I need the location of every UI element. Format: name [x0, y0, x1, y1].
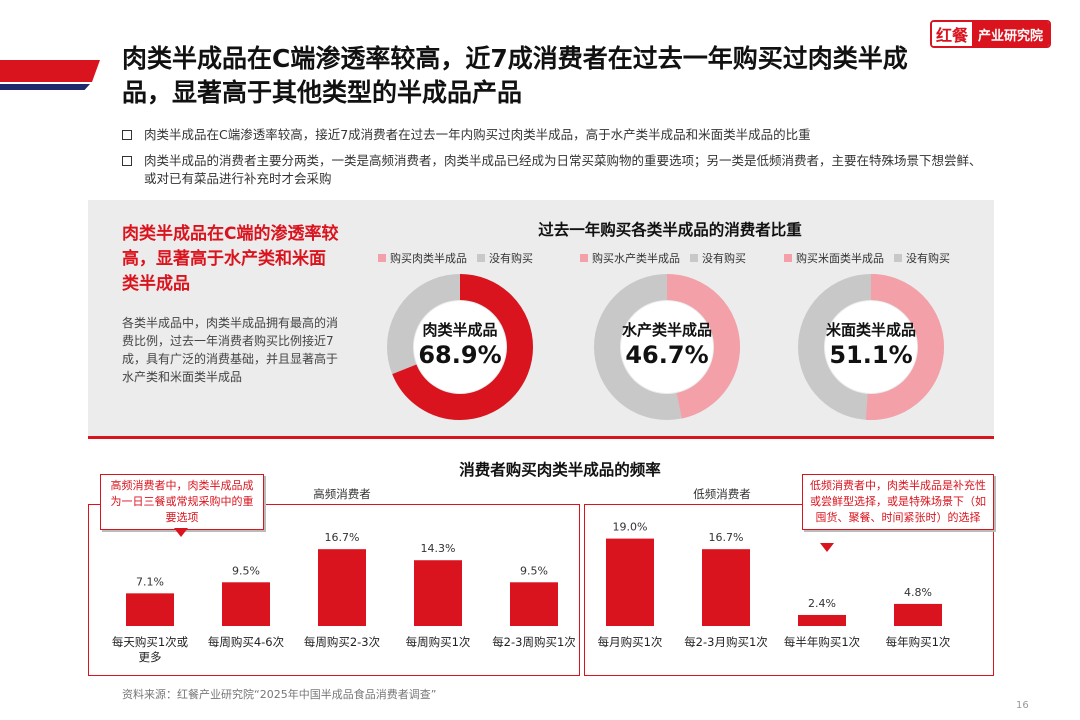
bar-value-label: 2.4%	[808, 597, 836, 610]
bar	[894, 603, 942, 626]
legend-swatch	[378, 254, 386, 262]
donut-value-slice	[387, 274, 533, 420]
callout-low: 低频消费者中，肉类半成品是补充性或尝鲜型选择，或是特殊场景下（如囤货、聚餐、时间…	[802, 474, 994, 530]
logo-text: 产业研究院	[972, 22, 1050, 46]
bar-category-label: 每2-3月购买1次	[684, 635, 768, 649]
donut-legend-meat: 购买肉类半成品 没有购买	[378, 250, 533, 266]
bar-value-label: 14.3%	[421, 542, 456, 555]
legend-swatch	[690, 254, 698, 262]
panel-description: 各类半成品中，肉类半成品拥有最高的消费比例，过去一年消费者购买比例接近7成，具有…	[122, 316, 339, 384]
donut-value-slice	[594, 274, 740, 420]
legend-label: 购买米面类半成品	[796, 252, 884, 265]
donut-hole	[414, 301, 506, 393]
bar	[798, 614, 846, 626]
bullet-item: 肉类半成品在C端渗透率较高，接近7成消费者在过去一年内购买过肉类半成品，高于水产…	[122, 126, 982, 144]
bar-category-label: 每月购买1次	[598, 635, 663, 649]
logo-mark: 红餐	[932, 22, 973, 46]
donut-category: 水产类半成品	[621, 321, 712, 339]
bar	[510, 582, 558, 626]
donut-value: 51.1%	[829, 341, 913, 369]
bar-value-label: 7.1%	[136, 575, 164, 588]
page-number: 16	[1016, 700, 1029, 711]
bar-chart-title: 消费者购买肉类半成品的频率	[459, 461, 661, 479]
group-label-high: 高频消费者	[313, 487, 371, 501]
legend-label: 购买肉类半成品	[390, 252, 467, 265]
brand-logo: 红餐 产业研究院	[930, 20, 1052, 48]
bar	[222, 582, 270, 626]
bar	[126, 593, 174, 626]
group-label-low: 低频消费者	[693, 487, 751, 501]
bar-category-label: 每2-3周购买1次	[492, 635, 576, 649]
donut-hole	[825, 301, 917, 393]
donut-category: 米面类半成品	[825, 321, 916, 339]
donut-legend-noodle: 购买米面类半成品 没有购买	[784, 250, 950, 266]
bar-value-label: 19.0%	[613, 521, 648, 534]
donut-hole	[621, 301, 713, 393]
donut-value-slice	[798, 274, 944, 420]
bullet-square-icon	[122, 130, 132, 140]
bar-category-label: 每周购买2-3次	[304, 635, 381, 649]
source-note: 资料来源：红餐产业研究院“2025年中国半成品食品消费者调查”	[122, 688, 437, 701]
group-frame-high	[88, 504, 580, 676]
bullet-list: 肉类半成品在C端渗透率较高，接近7成消费者在过去一年内购买过肉类半成品，高于水产…	[122, 126, 982, 196]
legend-label: 没有购买	[489, 252, 533, 265]
legend-label: 没有购买	[906, 252, 950, 265]
donut-chart-meat	[387, 274, 533, 420]
legend-swatch	[477, 254, 485, 262]
callout-arrow	[820, 543, 834, 552]
donut-legend-aquatic: 购买水产类半成品 没有购买	[580, 250, 746, 266]
donut-center-noodle: 米面类半成品 51.1%	[796, 320, 946, 370]
bullet-item: 肉类半成品的消费者主要分两类，一类是高频消费者，肉类半成品已经成为日常买菜购物的…	[122, 152, 982, 188]
donut-center-aquatic: 水产类半成品 46.7%	[592, 320, 742, 370]
donut-center-meat: 肉类半成品 68.9%	[385, 320, 535, 370]
legend-label: 购买水产类半成品	[592, 252, 680, 265]
bar-category-label: 每年购买1次	[886, 635, 951, 649]
bar-value-label: 16.7%	[709, 531, 744, 544]
panel-divider	[88, 436, 994, 439]
bar-value-label: 9.5%	[232, 564, 260, 577]
header-accent-red	[0, 60, 100, 82]
donut-chart-noodle	[798, 274, 944, 420]
bullet-square-icon	[122, 156, 132, 166]
bar-category-label: 每周购买4-6次	[208, 635, 285, 649]
page-title: 肉类半成品在C端渗透率较高，近7成消费者在过去一年购买过肉类半成品，显著高于其他…	[122, 44, 908, 107]
bullet-text: 肉类半成品的消费者主要分两类，一类是高频消费者，肉类半成品已经成为日常买菜购物的…	[144, 153, 982, 186]
bullet-text: 肉类半成品在C端渗透率较高，接近7成消费者在过去一年内购买过肉类半成品，高于水产…	[144, 127, 811, 142]
header-accent-navy	[0, 84, 90, 90]
bar	[606, 538, 654, 626]
bar	[702, 549, 750, 626]
legend-swatch	[580, 254, 588, 262]
donut-chart-aquatic	[594, 274, 740, 420]
bar-category-label: 每周购买1次	[406, 635, 471, 649]
donut-value: 68.9%	[418, 341, 502, 369]
bar-value-label: 16.7%	[325, 531, 360, 544]
callout-high: 高频消费者中，肉类半成品成为一日三餐或常规采购中的重要选项	[100, 474, 264, 530]
legend-label: 没有购买	[702, 252, 746, 265]
donut-category: 肉类半成品	[422, 321, 498, 339]
bar-category-label: 每半年购买1次	[784, 635, 861, 649]
legend-swatch	[784, 254, 792, 262]
bar	[318, 549, 366, 626]
bar-category-label: 更多	[139, 650, 162, 664]
bar-category-label: 每天购买1次或	[112, 635, 189, 649]
bar	[414, 560, 462, 626]
donut-chart-title: 过去一年购买各类半成品的消费者比重	[538, 221, 802, 239]
bar-value-label: 4.8%	[904, 586, 932, 599]
donut-value: 46.7%	[625, 341, 709, 369]
bar-value-label: 9.5%	[520, 564, 548, 577]
callout-arrow	[174, 528, 188, 537]
group-frame-low	[584, 504, 994, 676]
legend-swatch	[894, 254, 902, 262]
panel-heading: 肉类半成品在C端的渗透率较高，显著高于水产类和米面类半成品	[122, 224, 339, 294]
